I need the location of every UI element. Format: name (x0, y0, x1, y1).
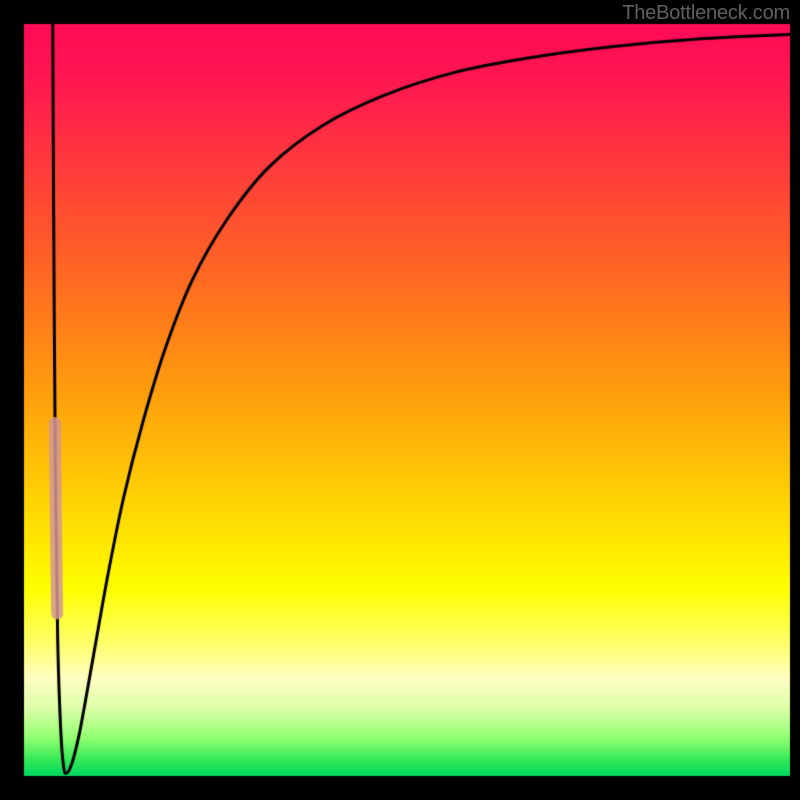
bottleneck-chart (0, 0, 800, 800)
attribution-label: TheBottleneck.com (622, 2, 790, 25)
chart-container: TheBottleneck.com (0, 0, 800, 800)
